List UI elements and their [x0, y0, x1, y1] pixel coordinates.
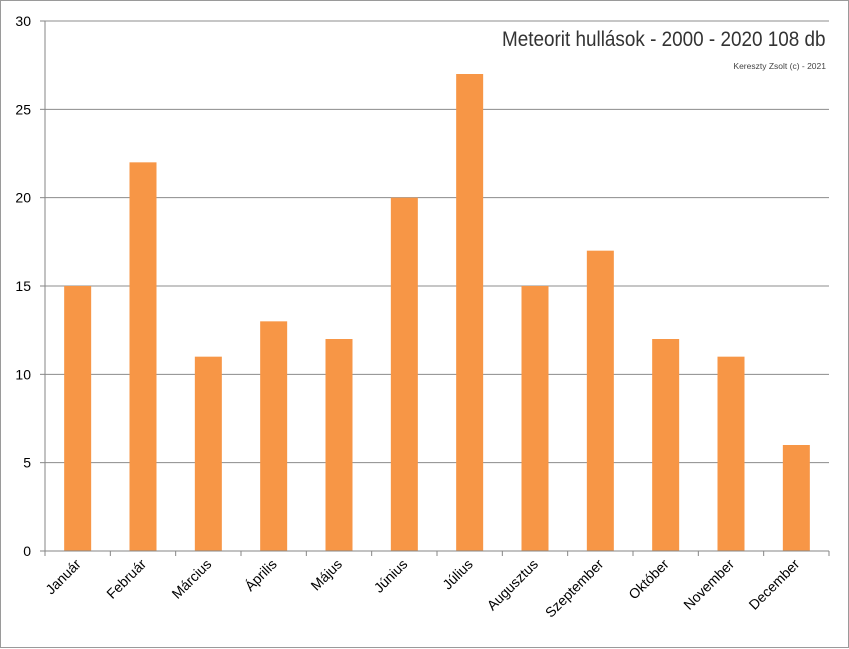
bar-7	[521, 286, 549, 551]
y-tick-label: 5	[23, 455, 31, 471]
x-tick-label: Február	[103, 556, 149, 602]
x-tick-label: Január	[42, 556, 84, 598]
chart-subtitle: Kereszty Zsolt (c) - 2021	[733, 61, 826, 71]
x-tick-label: Május	[307, 556, 345, 594]
bar-11	[782, 445, 810, 551]
x-tick-label: Március	[168, 556, 214, 602]
x-tick-label: Június	[371, 556, 411, 596]
bar-4	[325, 339, 353, 551]
grid-lines	[45, 20, 829, 464]
x-tick-label: Július	[439, 556, 476, 593]
bar-3	[260, 321, 288, 551]
x-tick-label: Augusztus	[484, 556, 542, 614]
axes	[40, 20, 830, 556]
x-tick-label: Szeptember	[542, 556, 607, 621]
x-tick-label: Április	[242, 556, 280, 594]
bar-6	[456, 74, 484, 551]
y-tick-label: 15	[15, 278, 31, 294]
bar-1	[129, 162, 157, 552]
chart-title: Meteorit hullások - 2000 - 2020 108 db	[502, 28, 826, 51]
bar-2	[194, 356, 222, 551]
y-tick-label: 20	[15, 190, 31, 206]
y-tick-label: 0	[23, 543, 31, 559]
bar-8	[586, 250, 614, 551]
bar-0	[64, 286, 92, 551]
x-tick-label: Október	[625, 556, 672, 603]
bar-9	[652, 339, 680, 551]
y-tick-label: 25	[15, 101, 31, 117]
y-tick-label: 30	[15, 13, 31, 29]
y-tick-label: 10	[15, 366, 31, 382]
x-tick-label: December	[745, 556, 802, 613]
bars	[64, 74, 810, 552]
bar-5	[390, 197, 418, 551]
bar-10	[717, 356, 745, 551]
x-tick-label: November	[680, 556, 737, 613]
